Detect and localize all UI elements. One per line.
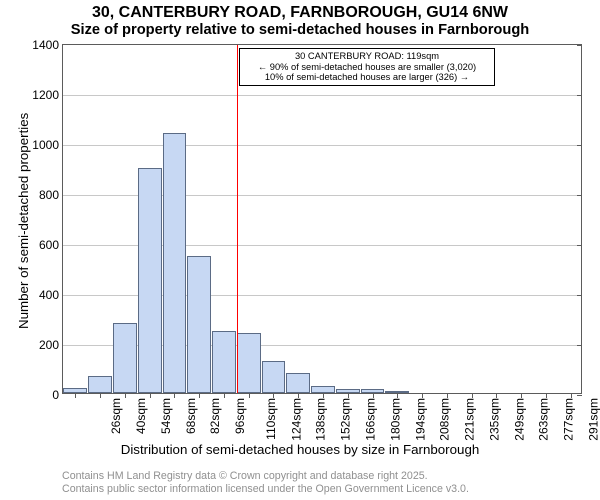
y-tick-mark xyxy=(577,395,582,396)
y-axis-label: Number of semi-detached properties xyxy=(16,113,31,329)
x-tick-label: 277sqm xyxy=(562,393,576,441)
x-tick-mark xyxy=(521,393,522,398)
annotation-line: 10% of semi-detached houses are larger (… xyxy=(244,72,490,83)
x-tick-label: 82sqm xyxy=(208,393,222,434)
x-tick-label: 26sqm xyxy=(109,393,123,434)
histogram-bar xyxy=(187,256,211,394)
x-tick-mark xyxy=(298,393,299,398)
y-tick-mark xyxy=(577,45,582,46)
y-tick-label: 1200 xyxy=(32,88,63,102)
x-axis-label: Distribution of semi-detached houses by … xyxy=(0,442,600,457)
x-tick-label: 138sqm xyxy=(314,393,328,441)
y-tick-mark xyxy=(577,195,582,196)
x-tick-label: 166sqm xyxy=(364,393,378,441)
x-tick-mark xyxy=(571,393,572,398)
x-tick-label: 221sqm xyxy=(463,393,477,441)
y-tick-mark xyxy=(577,295,582,296)
x-tick-mark xyxy=(422,393,423,398)
x-tick-mark xyxy=(174,393,175,398)
y-tick-label: 1400 xyxy=(32,38,63,52)
x-tick-mark xyxy=(199,393,200,398)
y-tick-mark xyxy=(577,345,582,346)
x-tick-mark xyxy=(75,393,76,398)
histogram-bar xyxy=(262,361,286,394)
chart-title-line2: Size of property relative to semi-detach… xyxy=(0,22,600,38)
histogram-bar xyxy=(212,331,236,394)
x-tick-label: 124sqm xyxy=(289,393,303,441)
x-tick-mark xyxy=(100,393,101,398)
plot-area: 020040060080010001200140026sqm40sqm54sqm… xyxy=(62,44,582,394)
x-tick-mark xyxy=(249,393,250,398)
x-tick-mark xyxy=(323,393,324,398)
x-tick-mark xyxy=(273,393,274,398)
x-tick-label: 249sqm xyxy=(512,393,526,441)
x-tick-mark xyxy=(447,393,448,398)
x-tick-label: 96sqm xyxy=(233,393,247,434)
x-tick-label: 291sqm xyxy=(587,393,600,441)
x-tick-mark xyxy=(125,393,126,398)
histogram-bar xyxy=(138,168,162,393)
histogram-bar xyxy=(88,376,112,394)
y-tick-label: 800 xyxy=(39,188,63,202)
y-tick-label: 1000 xyxy=(32,138,63,152)
histogram-bar xyxy=(311,386,335,394)
x-tick-label: 110sqm xyxy=(264,393,278,440)
reference-line xyxy=(237,45,238,393)
x-tick-mark xyxy=(472,393,473,398)
y-tick-label: 600 xyxy=(39,238,63,252)
x-tick-label: 235sqm xyxy=(488,393,502,441)
chart-title-line1: 30, CANTERBURY ROAD, FARNBOROUGH, GU14 6… xyxy=(0,4,600,22)
x-tick-label: 152sqm xyxy=(339,393,353,441)
histogram-bar xyxy=(286,373,310,393)
gridline xyxy=(63,95,581,96)
attribution-line1: Contains HM Land Registry data © Crown c… xyxy=(62,470,469,483)
x-tick-label: 68sqm xyxy=(184,393,198,434)
y-tick-mark xyxy=(577,145,582,146)
x-tick-label: 180sqm xyxy=(388,393,402,441)
y-tick-label: 0 xyxy=(52,388,63,402)
annotation-line: ← 90% of semi-detached houses are smalle… xyxy=(244,62,490,73)
x-tick-label: 263sqm xyxy=(537,393,551,441)
attribution-text: Contains HM Land Registry data © Crown c… xyxy=(62,470,469,496)
x-tick-mark xyxy=(150,393,151,398)
y-tick-label: 200 xyxy=(39,338,63,352)
gridline xyxy=(63,145,581,146)
y-tick-mark xyxy=(577,245,582,246)
histogram-bar xyxy=(113,323,137,393)
x-tick-mark xyxy=(546,393,547,398)
x-tick-mark xyxy=(397,393,398,398)
y-tick-mark xyxy=(577,95,582,96)
annotation-box: 30 CANTERBURY ROAD: 119sqm← 90% of semi-… xyxy=(239,48,495,86)
annotation-line: 30 CANTERBURY ROAD: 119sqm xyxy=(244,51,490,62)
x-tick-label: 208sqm xyxy=(438,393,452,441)
histogram-bar xyxy=(163,133,187,393)
x-tick-label: 194sqm xyxy=(413,393,427,441)
x-tick-mark xyxy=(348,393,349,398)
x-tick-label: 40sqm xyxy=(134,393,148,434)
x-tick-mark xyxy=(224,393,225,398)
x-tick-mark xyxy=(496,393,497,398)
x-tick-label: 54sqm xyxy=(159,393,173,434)
x-tick-mark xyxy=(373,393,374,398)
y-tick-label: 400 xyxy=(39,288,63,302)
histogram-bar xyxy=(237,333,261,393)
attribution-line2: Contains public sector information licen… xyxy=(62,483,469,496)
